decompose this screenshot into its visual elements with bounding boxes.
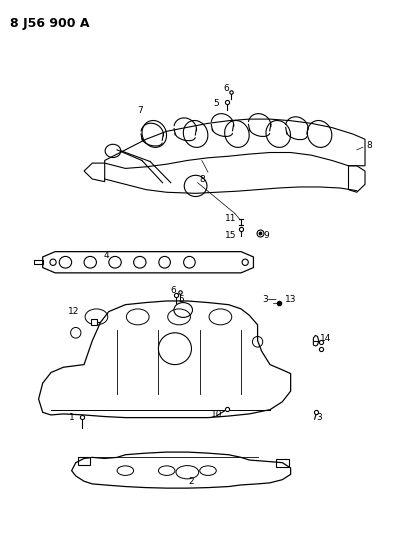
Text: 8: 8 [199, 174, 205, 183]
Text: 7: 7 [137, 106, 143, 115]
Text: 10: 10 [210, 410, 222, 419]
Text: 4: 4 [104, 252, 109, 261]
Text: 8 J56 900 A: 8 J56 900 A [10, 17, 89, 30]
Text: 3: 3 [317, 413, 322, 422]
Text: 1: 1 [69, 413, 74, 422]
Text: 6: 6 [170, 286, 176, 295]
Text: 3—: 3— [262, 295, 277, 304]
Text: 15: 15 [225, 231, 236, 240]
Text: 8: 8 [366, 141, 372, 150]
Text: 5: 5 [213, 99, 219, 108]
Text: 13: 13 [285, 295, 296, 304]
Text: 2: 2 [189, 477, 194, 486]
Text: 14: 14 [320, 334, 332, 343]
Text: 5: 5 [178, 295, 184, 304]
Text: 11: 11 [225, 214, 236, 223]
Text: 6: 6 [224, 84, 230, 93]
Text: 9: 9 [263, 231, 269, 240]
Text: 12: 12 [68, 307, 79, 316]
